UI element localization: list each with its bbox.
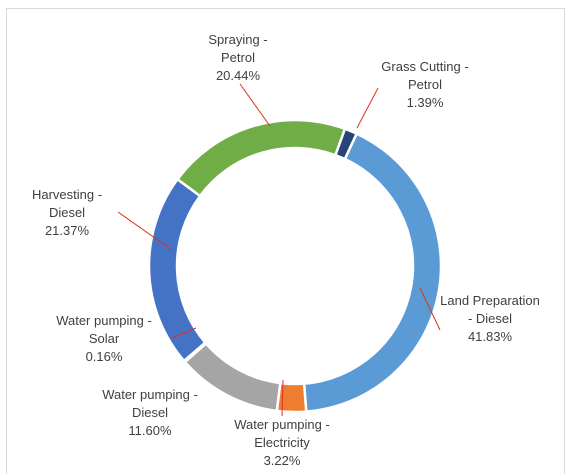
value-label: 3.22% (263, 453, 301, 468)
category-label: Land Preparation - Diesel (440, 293, 540, 326)
value-label: 21.37% (44, 223, 90, 238)
leader-line (356, 87, 379, 129)
data-label: Grass Cutting - Petrol 1.39% (370, 58, 480, 112)
data-label: Spraying - Petrol 20.44% (200, 31, 276, 85)
value-label: 20.44% (215, 68, 261, 83)
value-label: 41.83% (467, 329, 513, 344)
category-label: Grass Cutting - Petrol (381, 59, 469, 92)
data-label: Water pumping - Electricity 3.22% (226, 416, 338, 470)
category-label: Water pumping - Electricity (234, 417, 330, 450)
category-label: Harvesting - Diesel (31, 187, 103, 220)
value-label: 0.16% (85, 349, 123, 364)
leader-line (171, 327, 197, 339)
data-label: Harvesting - Diesel 21.37% (22, 186, 112, 240)
data-label: Land Preparation - Diesel 41.83% (440, 292, 540, 346)
value-label: 11.60% (128, 423, 172, 438)
category-label: Water pumping - Diesel (102, 387, 198, 420)
leader-line (117, 211, 173, 251)
leader-line (419, 287, 441, 331)
value-label: 1.39% (406, 95, 444, 110)
chart-border (6, 8, 565, 474)
category-label: Water pumping - Solar (56, 313, 152, 346)
donut-slice (302, 132, 443, 413)
leader-line (281, 379, 284, 417)
data-label: Water pumping - Solar 0.16% (48, 312, 160, 366)
donut-slice (275, 381, 308, 414)
donut-slice (175, 118, 347, 198)
leader-line (239, 83, 271, 127)
data-label: Water pumping - Diesel 11.60% (94, 386, 206, 440)
category-label: Spraying - Petrol (208, 32, 268, 65)
